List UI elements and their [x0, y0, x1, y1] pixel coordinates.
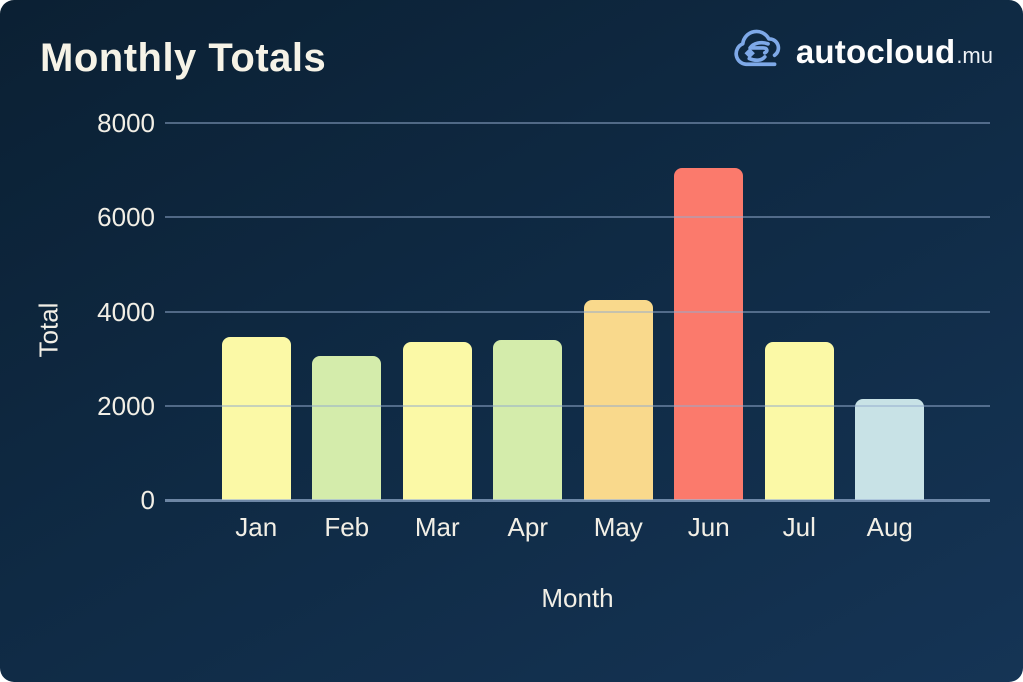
gridline-8000 [165, 122, 990, 124]
bars: Jan Feb Mar Apr May Jun Jul Aug [211, 123, 936, 542]
chart-title: Monthly Totals [40, 36, 327, 80]
bar-slot-feb: Feb [302, 123, 393, 542]
bar-slot-mar: Mar [392, 123, 483, 542]
y-tick-label-2000: 2000 [97, 390, 155, 421]
bar-slot-apr: Apr [483, 123, 574, 542]
gridline-2000 [165, 404, 990, 407]
bar-mar [402, 342, 472, 500]
x-tick-label-apr: Apr [507, 512, 548, 542]
bar-slot-jun: Jun [664, 123, 755, 542]
bar-apr [493, 339, 563, 500]
x-tick-label-jun: Jun [687, 512, 730, 542]
logo-brand-text: autocloud [795, 33, 956, 70]
bar-jun [674, 167, 744, 500]
gridline-4000 [165, 310, 990, 313]
y-tick-label-8000: 8000 [97, 108, 155, 138]
logo-tld-text: .mu [956, 43, 993, 68]
bar-slot-jan: Jan [211, 123, 302, 542]
y-axis-title: Total [33, 302, 64, 358]
x-tick-label-aug: Aug [866, 512, 913, 542]
y-tick-label-4000: 4000 [97, 296, 155, 327]
bar-jan [221, 337, 291, 500]
x-axis-title: Month [541, 583, 614, 613]
bar-may [583, 299, 653, 500]
y-tick-label-0: 0 [140, 485, 155, 515]
gridline-6000 [165, 216, 990, 219]
y-tick-label-6000: 6000 [97, 202, 155, 233]
gridline-0 [165, 499, 990, 502]
bar-slot-may: May [573, 123, 664, 542]
x-tick-label-jul: Jul [782, 512, 816, 542]
bar-jul [764, 342, 834, 500]
cloud-car-logo-icon [724, 26, 786, 78]
plot-area: Jan Feb Mar Apr May Jun Jul Aug Month 0 2000 4000… [97, 108, 990, 613]
x-tick-label-feb: Feb [324, 512, 370, 542]
bar-slot-aug: Aug [845, 123, 936, 542]
x-tick-label-may: May [593, 512, 643, 542]
bar-aug [855, 398, 925, 500]
bar-feb [312, 356, 382, 500]
autocloud-logo: autocloud .mu [724, 26, 993, 78]
logo-text: autocloud .mu [796, 33, 993, 71]
x-tick-label-mar: Mar [414, 512, 460, 542]
bar-slot-jul: Jul [754, 123, 845, 542]
x-tick-label-jan: Jan [235, 512, 278, 542]
